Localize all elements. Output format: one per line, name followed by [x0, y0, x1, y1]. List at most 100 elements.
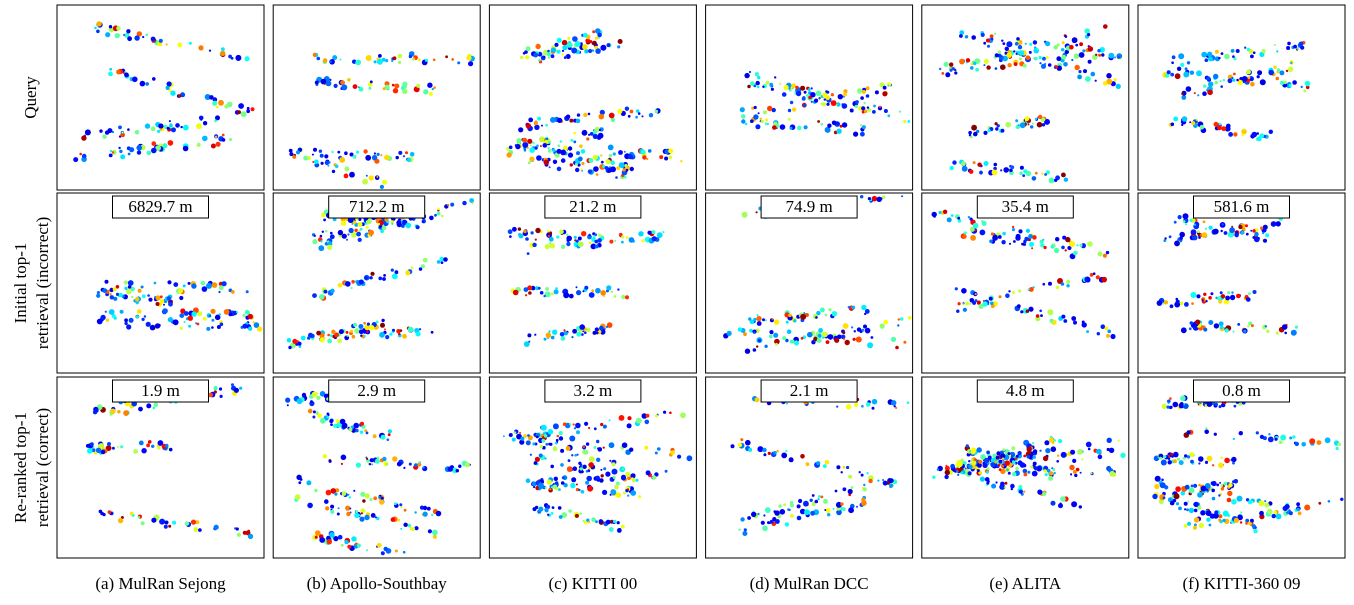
point [1194, 92, 1196, 94]
point [687, 455, 693, 461]
point [1095, 54, 1097, 56]
point [1178, 215, 1182, 219]
point [1208, 296, 1212, 300]
point [1218, 57, 1220, 59]
point [540, 291, 544, 295]
point [966, 58, 970, 62]
point [1077, 75, 1081, 79]
point [751, 512, 756, 517]
point [107, 442, 111, 446]
point [1030, 466, 1033, 469]
point [864, 110, 868, 114]
point [126, 29, 130, 33]
point [551, 293, 554, 296]
point [327, 413, 330, 416]
point [1215, 403, 1218, 406]
point [427, 507, 431, 511]
point [1008, 452, 1011, 455]
point [169, 124, 173, 128]
point [800, 314, 806, 320]
point [96, 294, 100, 298]
point [1205, 427, 1207, 429]
point [1219, 123, 1222, 126]
point [1029, 242, 1034, 247]
point [1027, 455, 1030, 458]
point [994, 33, 996, 35]
point [595, 48, 601, 54]
point [1001, 240, 1005, 244]
point [761, 521, 765, 525]
point [393, 88, 398, 93]
point [568, 459, 571, 462]
point [861, 498, 865, 502]
point [1097, 332, 1100, 335]
point [593, 155, 598, 160]
point [312, 161, 314, 163]
point [543, 56, 545, 58]
point [246, 311, 250, 315]
point [1253, 290, 1257, 294]
point [541, 439, 545, 443]
point [112, 151, 114, 153]
point [320, 154, 324, 158]
point [579, 324, 585, 330]
point [113, 287, 117, 291]
point [1246, 70, 1251, 75]
point [871, 336, 874, 339]
point [1187, 61, 1190, 64]
point [863, 487, 867, 491]
point [329, 419, 333, 423]
point [360, 422, 364, 426]
point [289, 152, 293, 156]
point [324, 499, 329, 504]
point [441, 261, 444, 264]
point [552, 506, 555, 509]
point [1279, 440, 1283, 444]
point [81, 135, 86, 140]
point [363, 322, 366, 325]
point [329, 532, 334, 537]
point [110, 295, 114, 299]
point [509, 235, 512, 238]
point [312, 293, 317, 298]
point [1056, 56, 1061, 61]
point [612, 462, 616, 466]
point [834, 338, 839, 343]
point [1260, 435, 1264, 439]
point [1242, 76, 1248, 82]
point [982, 221, 987, 226]
point [1005, 460, 1010, 465]
point [1049, 178, 1055, 184]
point [179, 313, 184, 318]
point [366, 432, 369, 435]
point [1060, 496, 1066, 502]
point [342, 491, 347, 496]
point [156, 302, 160, 306]
point [950, 464, 955, 469]
point [932, 476, 935, 479]
point [312, 239, 317, 244]
point [99, 129, 102, 132]
point [1194, 517, 1199, 522]
point [1193, 526, 1197, 530]
point [403, 551, 406, 554]
point [1263, 239, 1267, 243]
point [629, 448, 633, 452]
point [1224, 231, 1228, 235]
point [950, 69, 953, 72]
point [769, 330, 773, 334]
point [518, 227, 521, 230]
point [570, 139, 573, 142]
point [526, 46, 531, 51]
point [853, 132, 858, 137]
point [525, 237, 529, 241]
point [163, 308, 168, 313]
point [1105, 326, 1109, 330]
point [117, 446, 119, 448]
point [883, 320, 888, 325]
point [760, 118, 762, 120]
point [731, 444, 735, 448]
point [547, 230, 550, 233]
point [599, 129, 601, 131]
point [392, 329, 395, 332]
